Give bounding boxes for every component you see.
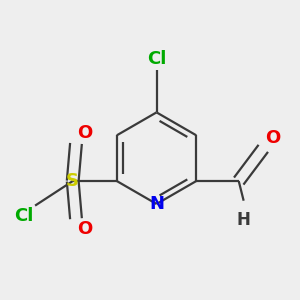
Text: O: O [78, 124, 93, 142]
Text: O: O [78, 220, 93, 238]
Text: H: H [237, 211, 250, 229]
Text: N: N [149, 195, 164, 213]
Text: O: O [265, 129, 280, 147]
Text: S: S [66, 172, 79, 190]
Text: Cl: Cl [14, 207, 34, 225]
Text: Cl: Cl [147, 50, 166, 68]
